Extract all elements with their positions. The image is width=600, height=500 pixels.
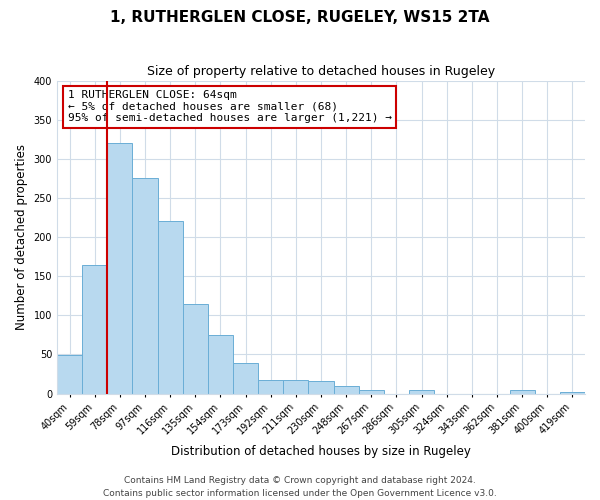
Bar	[233, 363, 258, 394]
Text: 1, RUTHERGLEN CLOSE, RUGELEY, WS15 2TA: 1, RUTHERGLEN CLOSE, RUGELEY, WS15 2TA	[110, 10, 490, 25]
Bar	[308, 381, 334, 394]
Bar	[107, 143, 133, 394]
Bar	[208, 335, 233, 394]
Y-axis label: Number of detached properties: Number of detached properties	[15, 144, 28, 330]
Bar	[82, 266, 107, 394]
Bar	[560, 392, 585, 394]
Title: Size of property relative to detached houses in Rugeley: Size of property relative to detached ho…	[147, 65, 495, 78]
Bar	[283, 380, 308, 394]
Bar	[359, 390, 384, 394]
Bar	[133, 178, 158, 394]
Text: Contains HM Land Registry data © Crown copyright and database right 2024.
Contai: Contains HM Land Registry data © Crown c…	[103, 476, 497, 498]
Text: 1 RUTHERGLEN CLOSE: 64sqm
← 5% of detached houses are smaller (68)
95% of semi-d: 1 RUTHERGLEN CLOSE: 64sqm ← 5% of detach…	[68, 90, 392, 123]
Bar	[183, 304, 208, 394]
Bar	[509, 390, 535, 394]
Bar	[409, 390, 434, 394]
X-axis label: Distribution of detached houses by size in Rugeley: Distribution of detached houses by size …	[171, 444, 471, 458]
Bar	[334, 386, 359, 394]
Bar	[57, 356, 82, 394]
Bar	[258, 380, 283, 394]
Bar	[158, 222, 183, 394]
